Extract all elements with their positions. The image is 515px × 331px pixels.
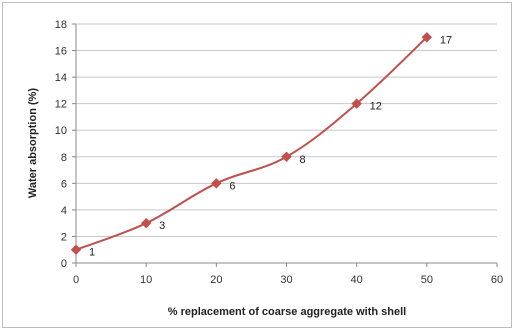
data-label-0: 1 xyxy=(89,247,95,259)
y-tick-labels: 0 2 4 6 8 10 12 14 16 18 xyxy=(55,19,67,270)
y-tick-label-12: 12 xyxy=(55,99,67,111)
y-axis-title: Water absorption (%) xyxy=(27,88,39,199)
y-tick-label-18: 18 xyxy=(55,19,67,31)
x-tick-label-20: 20 xyxy=(210,274,222,286)
x-tick-label-50: 50 xyxy=(421,274,433,286)
data-labels: 1 3 6 8 12 17 xyxy=(89,34,452,258)
x-tick-label-30: 30 xyxy=(280,274,292,286)
data-point-20 xyxy=(211,178,222,189)
series-line xyxy=(75,36,428,251)
data-label-50: 17 xyxy=(440,34,452,46)
data-markers xyxy=(70,32,433,255)
x-tick-label-60: 60 xyxy=(491,274,503,286)
x-tick-labels: 0 10 20 30 40 50 60 xyxy=(73,274,503,286)
data-point-0 xyxy=(70,244,82,255)
data-point-50 xyxy=(421,32,433,43)
y-tick-label-8: 8 xyxy=(61,152,67,164)
y-tick-label-2: 2 xyxy=(61,231,67,243)
y-tick-label-16: 16 xyxy=(55,46,67,58)
gridlines xyxy=(76,23,497,237)
y-tick-label-14: 14 xyxy=(55,72,67,84)
data-label-20: 6 xyxy=(229,180,235,192)
data-point-10 xyxy=(140,217,152,229)
chart-frame xyxy=(2,2,512,328)
y-tick-label-4: 4 xyxy=(61,205,67,217)
data-label-10: 3 xyxy=(159,220,165,232)
data-point-40 xyxy=(351,98,362,109)
x-tick-label-40: 40 xyxy=(351,274,363,286)
y-tick-label-0: 0 xyxy=(61,258,67,270)
data-label-40: 12 xyxy=(370,101,382,113)
x-tick-label-0: 0 xyxy=(73,274,79,286)
x-tick-label-10: 10 xyxy=(140,274,152,286)
data-point-30 xyxy=(281,151,292,162)
y-tick-label-10: 10 xyxy=(55,125,67,137)
y-tick-label-6: 6 xyxy=(61,178,67,190)
axes xyxy=(72,23,498,267)
x-axis-title: % replacement of coarse aggregate with s… xyxy=(168,306,406,318)
data-label-30: 8 xyxy=(300,154,306,166)
